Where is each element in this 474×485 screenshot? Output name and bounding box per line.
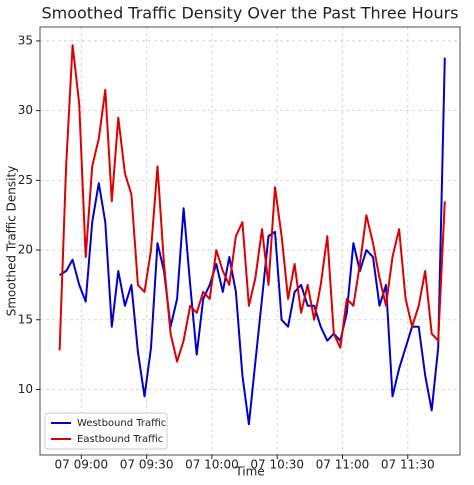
x-tick-label: 07 09:30 — [120, 458, 174, 472]
x-tick-label: 07 10:30 — [250, 458, 304, 472]
line-series — [59, 57, 446, 426]
y-tick-label: 20 — [18, 243, 33, 257]
legend-box — [44, 412, 168, 450]
x-axis-label: Time — [234, 465, 264, 479]
y-tick-label: 30 — [18, 103, 33, 117]
y-tick-label: 35 — [18, 33, 33, 47]
x-tick-label: 07 11:00 — [316, 458, 370, 472]
legend-label: Westbound Traffic — [77, 418, 166, 429]
x-tick-label: 07 11:30 — [381, 458, 435, 472]
y-tick-label: 15 — [18, 312, 33, 326]
line-series — [58, 44, 446, 363]
x-tick-label: 07 09:00 — [55, 458, 109, 472]
chart-title: Smoothed Traffic Density Over the Past T… — [41, 4, 458, 23]
y-tick-label: 25 — [18, 173, 33, 187]
y-tick-label: 10 — [18, 382, 33, 396]
y-axis-label: Smoothed Traffic Density — [5, 166, 19, 317]
x-tick-label: 07 10:00 — [185, 458, 239, 472]
legend: Westbound Traffic Eastbound Traffic — [44, 412, 168, 450]
legend-label: Eastbound Traffic — [77, 434, 163, 445]
plot-frame — [39, 26, 461, 456]
